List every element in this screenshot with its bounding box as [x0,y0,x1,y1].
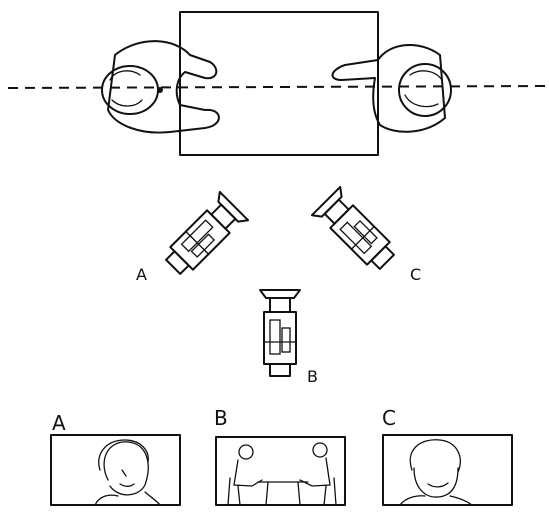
frame-b [215,436,346,506]
camera-c [310,185,403,278]
camera-label: C [410,265,421,284]
frame-label: A [52,411,66,435]
table [179,11,379,156]
camera-b [259,289,301,377]
frame-label: B [214,406,228,430]
person-right [331,43,452,133]
frame-c [382,434,513,506]
frame-label: C [382,406,396,430]
axis-line [7,85,546,89]
frame-a [50,434,181,506]
camera-a [157,190,250,283]
person-left [101,40,220,134]
camera-label: A [136,265,147,284]
camera-label: B [307,367,318,386]
